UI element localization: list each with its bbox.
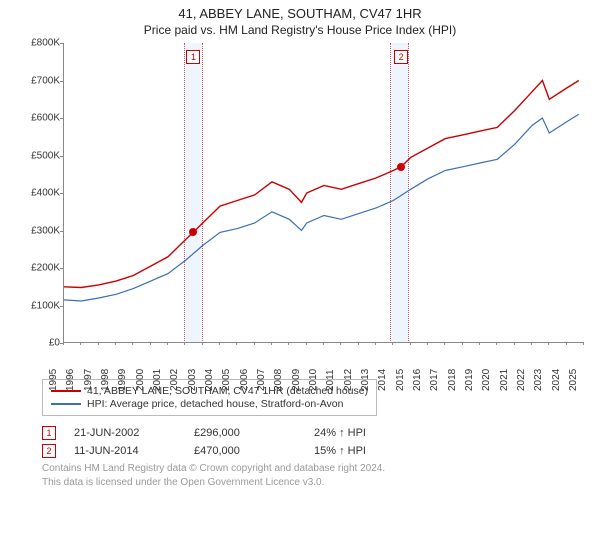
x-axis-label: 2007 [256, 369, 267, 391]
x-axis-label: 2000 [135, 369, 146, 391]
x-axis-label: 2011 [325, 369, 336, 391]
sale-price: £470,000 [194, 445, 314, 457]
x-axis-label: 2018 [447, 369, 458, 391]
plot-area: 12 [63, 43, 583, 343]
sale-delta: 24% ↑ HPI [314, 427, 424, 439]
line-layer [64, 43, 584, 343]
y-axis-label: £100K [15, 300, 60, 311]
x-axis-label: 2022 [516, 369, 527, 391]
x-axis-label: 2025 [568, 369, 579, 391]
legend-label: HPI: Average price, detached house, Stra… [87, 398, 343, 410]
x-axis-label: 2010 [308, 369, 319, 391]
x-axis-label: 2005 [221, 369, 232, 391]
legend-item-hpi: HPI: Average price, detached house, Stra… [51, 398, 368, 410]
sale-marker-icon: 2 [42, 444, 56, 458]
sale-delta: 15% ↑ HPI [314, 445, 424, 457]
sale-marker-icon: 1 [42, 426, 56, 440]
attribution-line: Contains HM Land Registry data © Crown c… [42, 462, 590, 476]
page-subtitle: Price paid vs. HM Land Registry's House … [10, 23, 590, 37]
x-axis-label: 2001 [152, 369, 163, 391]
x-axis-label: 2006 [239, 369, 250, 391]
x-axis-label: 1997 [83, 369, 94, 391]
legend-swatch [51, 403, 81, 405]
x-axis-label: 2021 [499, 369, 510, 391]
chart: £0£100K£200K£300K£400K£500K£600K£700K£80… [15, 43, 590, 373]
x-axis-label: 2024 [551, 369, 562, 391]
y-axis-label: £300K [15, 225, 60, 236]
x-axis-label: 2015 [395, 369, 406, 391]
sale-date: 11-JUN-2014 [74, 445, 194, 457]
x-axis-label: 2004 [204, 369, 215, 391]
x-axis-label: 2008 [273, 369, 284, 391]
x-axis-label: 2009 [291, 369, 302, 391]
sale-row: 2 11-JUN-2014 £470,000 15% ↑ HPI [42, 444, 590, 458]
series-property [64, 81, 579, 288]
y-axis-label: £0 [15, 338, 60, 349]
x-axis-label: 2017 [429, 369, 440, 391]
attribution: Contains HM Land Registry data © Crown c… [42, 462, 590, 489]
sale-marker-icon: 1 [186, 50, 200, 64]
y-axis-label: £800K [15, 38, 60, 49]
x-axis-label: 2003 [187, 369, 198, 391]
sale-point-icon [189, 228, 197, 236]
sale-date: 21-JUN-2002 [74, 427, 194, 439]
x-axis-label: 1998 [100, 369, 111, 391]
x-axis-label: 2013 [360, 369, 371, 391]
series-hpi [64, 114, 579, 301]
x-axis-label: 2020 [481, 369, 492, 391]
y-axis-label: £400K [15, 188, 60, 199]
x-axis-label: 1996 [65, 369, 76, 391]
y-axis-label: £200K [15, 263, 60, 274]
y-axis-label: £700K [15, 75, 60, 86]
sale-marker-icon: 2 [394, 50, 408, 64]
sales-table: 1 21-JUN-2002 £296,000 24% ↑ HPI 2 11-JU… [42, 426, 590, 458]
x-axis-label: 2023 [533, 369, 544, 391]
y-axis-label: £600K [15, 113, 60, 124]
x-axis-label: 2012 [343, 369, 354, 391]
attribution-line: This data is licensed under the Open Gov… [42, 476, 590, 490]
x-axis-label: 2016 [412, 369, 423, 391]
x-axis-label: 2019 [464, 369, 475, 391]
sale-point-icon [397, 163, 405, 171]
sale-row: 1 21-JUN-2002 £296,000 24% ↑ HPI [42, 426, 590, 440]
x-axis-label: 2002 [169, 369, 180, 391]
page-title: 41, ABBEY LANE, SOUTHAM, CV47 1HR [10, 6, 590, 21]
sale-price: £296,000 [194, 427, 314, 439]
x-axis-label: 2014 [377, 369, 388, 391]
x-axis-label: 1995 [48, 369, 59, 391]
x-axis-label: 1999 [117, 369, 128, 391]
y-axis-label: £500K [15, 150, 60, 161]
